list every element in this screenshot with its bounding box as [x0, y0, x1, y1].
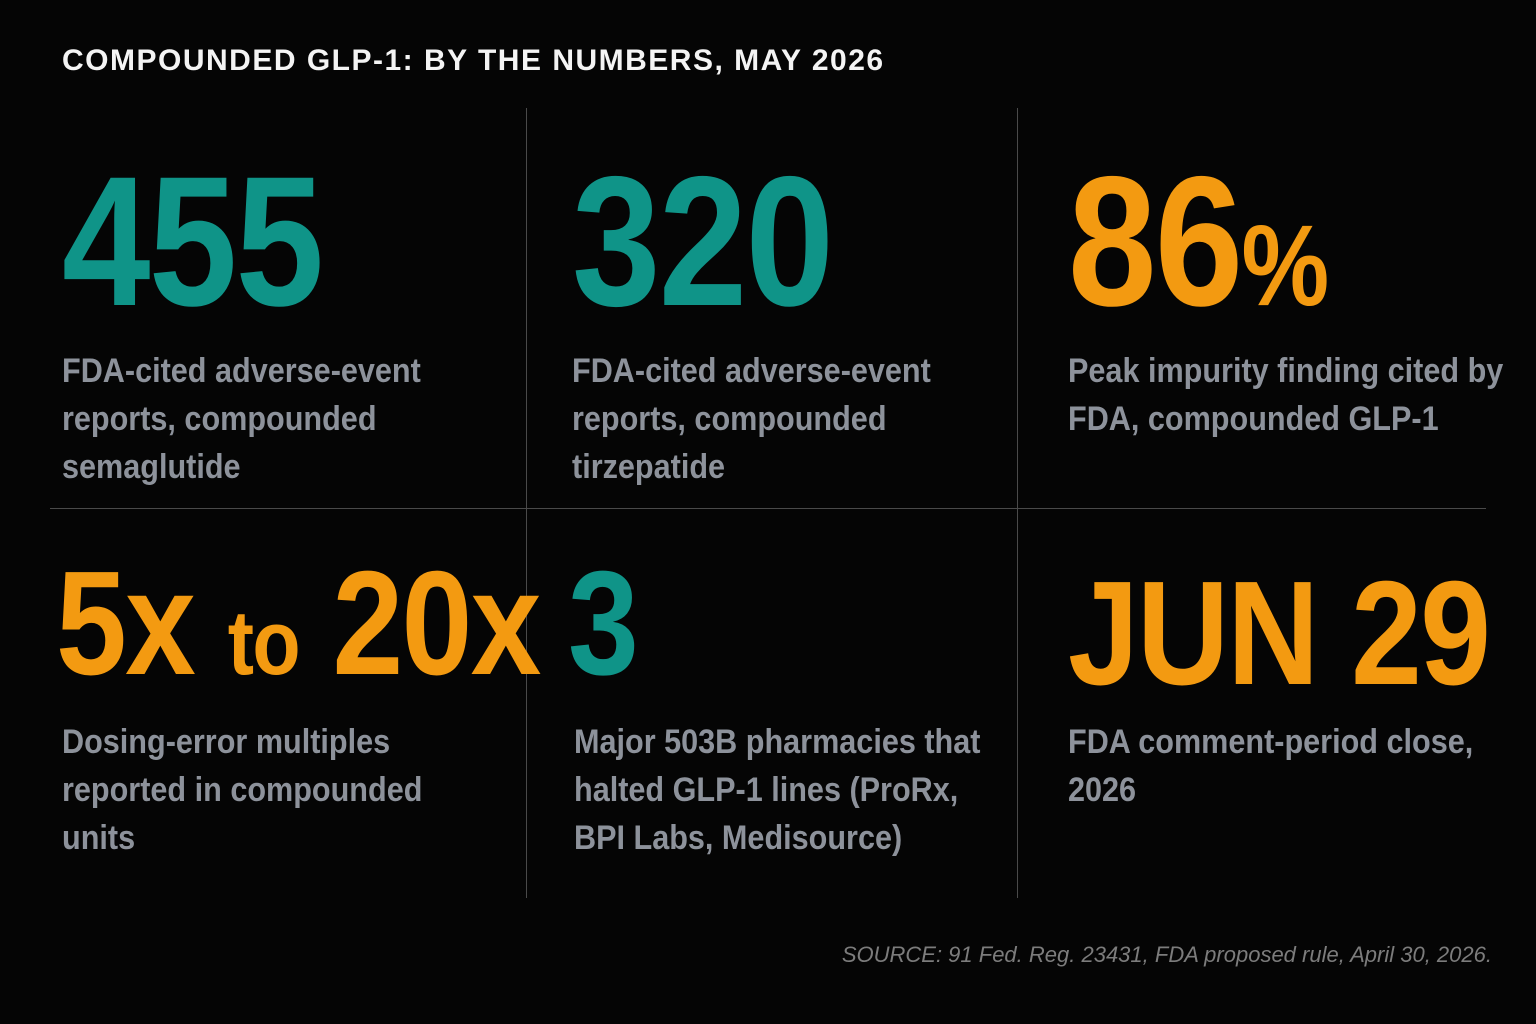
stat-cell-semaglutide: 455 FDA-cited adverse-event reports, com… — [62, 150, 502, 491]
stat-description: FDA comment-period close, 2026 — [1068, 723, 1474, 809]
stat-cell-comment-period: JUN 29 FDA comment-period close, 2026 — [1068, 560, 1508, 814]
stat-value-suffix: % — [1241, 202, 1330, 330]
stat-description: Dosing-error multiples reported in compo… — [62, 723, 423, 857]
stat-value: JUN 29 — [1068, 551, 1491, 716]
stat-value: 3 — [568, 541, 639, 706]
stat-value: 320 — [572, 139, 834, 345]
stat-value: 455 — [62, 139, 324, 345]
stat-description: FDA-cited adverse-event reports, compoun… — [62, 352, 421, 486]
stat-description: Major 503B pharmacies that halted GLP-1 … — [574, 723, 981, 857]
stat-value: 5x to 20x — [56, 550, 541, 698]
stat-value-high: 20x — [332, 541, 541, 706]
row-divider — [50, 508, 1486, 509]
stat-value-low: 5x — [56, 541, 196, 706]
source-note: SOURCE: 91 Fed. Reg. 23431, FDA proposed… — [841, 942, 1492, 967]
page-title: COMPOUNDED GLP-1: BY THE NUMBERS, MAY 20… — [62, 44, 885, 77]
stat-description: FDA-cited adverse-event reports, compoun… — [572, 352, 931, 486]
column-divider-2 — [1017, 108, 1018, 898]
stat-value-connector: to — [227, 592, 301, 694]
stat-cell-impurity: 86% Peak impurity finding cited by FDA, … — [1068, 150, 1508, 443]
stat-cell-dosing-error: 5x to 20x Dosing-error multiples reporte… — [56, 550, 541, 862]
stat-value: 86% — [1068, 150, 1446, 335]
stat-cell-tirzepatide: 320 FDA-cited adverse-event reports, com… — [572, 150, 1012, 491]
column-divider-1 — [526, 108, 527, 898]
stat-cell-pharmacies: 3 Major 503B pharmacies that halted GLP-… — [568, 550, 1008, 862]
stat-description: Peak impurity finding cited by FDA, comp… — [1068, 352, 1504, 438]
stat-value-number: 86 — [1068, 139, 1243, 345]
